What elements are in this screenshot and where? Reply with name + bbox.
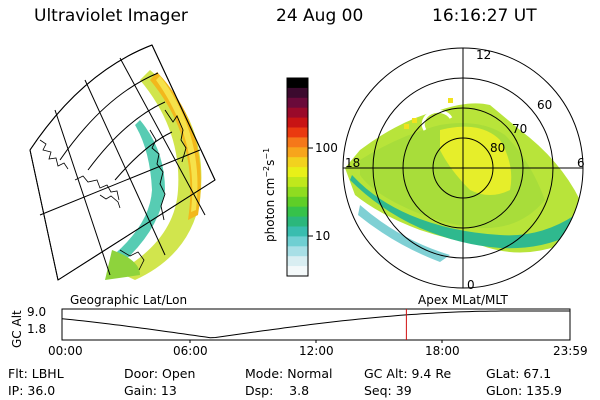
- colorbar-swatch: [287, 107, 308, 119]
- date: 24 Aug 00: [276, 6, 364, 26]
- info-gc-alt: GC Alt: 9.4 Re: [364, 366, 452, 381]
- info-dsp: Dsp: 3.8: [245, 383, 310, 398]
- mlt-label-18: 18: [345, 156, 361, 170]
- mlat-label-70: 70: [512, 122, 528, 136]
- colorbar-unit-label: photon cm−2s−1: [262, 147, 277, 242]
- timeline-ytick-bottom: 1.8: [27, 322, 47, 336]
- timeline-ytick-top: 9.0: [27, 305, 47, 319]
- colorbar-swatch: [287, 87, 308, 99]
- info-gain: Gain: 13: [124, 383, 177, 398]
- colorbar-swatch: [287, 196, 308, 208]
- info-door: Door: Open: [124, 366, 196, 381]
- colorbar-swatch: [287, 256, 308, 267]
- mlt-label-12: 12: [476, 48, 492, 62]
- timeline-xtick-1800: 18:00: [425, 344, 460, 358]
- colorbar-tick-100: 100: [315, 141, 338, 155]
- timeline-xtick-0000: 00:00: [48, 344, 83, 358]
- timeline-xtick-1200: 12:00: [299, 344, 334, 358]
- colorbar-swatch: [287, 246, 308, 257]
- colorbar-swatch: [287, 78, 308, 89]
- mlat-label-60: 60: [537, 98, 553, 112]
- timeline-axis-title: GC Alt: [10, 310, 24, 348]
- info-seq: Seq: 39: [364, 383, 412, 398]
- colorbar-swatch: [287, 137, 308, 148]
- colorbar-swatch: [287, 226, 308, 237]
- polar-map: [342, 47, 584, 289]
- colorbar-tick-10: 10: [315, 229, 331, 243]
- colorbar-swatch: [287, 97, 308, 109]
- altitude-timeline: [61, 308, 571, 343]
- title: Ultraviolet Imager: [34, 6, 188, 26]
- colorbar-swatch: [287, 216, 308, 227]
- colorbar-swatch: [287, 206, 308, 218]
- mlat-label-80: 80: [490, 141, 506, 155]
- left-panel-label: Geographic Lat/Lon: [70, 293, 188, 307]
- info-filter: Flt: LBHL: [8, 366, 64, 381]
- mlt-label-6: 6: [577, 156, 585, 170]
- info-glon: GLon: 135.9: [486, 383, 562, 398]
- info-mode: Mode: Normal: [245, 366, 333, 381]
- right-panel-label: Apex MLat/MLT: [418, 293, 508, 307]
- colorbar-swatch: [287, 147, 308, 158]
- colorbar-swatch: [287, 167, 308, 178]
- geographic-map: [29, 44, 216, 281]
- colorbar-swatch: [287, 177, 308, 188]
- time: 16:16:27 UT: [432, 6, 537, 26]
- colorbar-swatch: [287, 117, 308, 128]
- colorbar-swatch: [287, 236, 308, 247]
- info-glat: GLat: 67.1: [486, 366, 552, 381]
- mlt-label-0: 0: [467, 278, 475, 292]
- colorbar-swatch: [287, 266, 308, 277]
- colorbar: [286, 77, 313, 277]
- timeline-xtick-0600: 06:00: [173, 344, 208, 358]
- colorbar-swatch: [287, 157, 308, 168]
- timeline-xtick-2359: 23:59: [553, 344, 588, 358]
- colorbar-swatch: [287, 186, 308, 198]
- info-ip: IP: 36.0: [8, 383, 56, 398]
- colorbar-swatch: [287, 127, 308, 138]
